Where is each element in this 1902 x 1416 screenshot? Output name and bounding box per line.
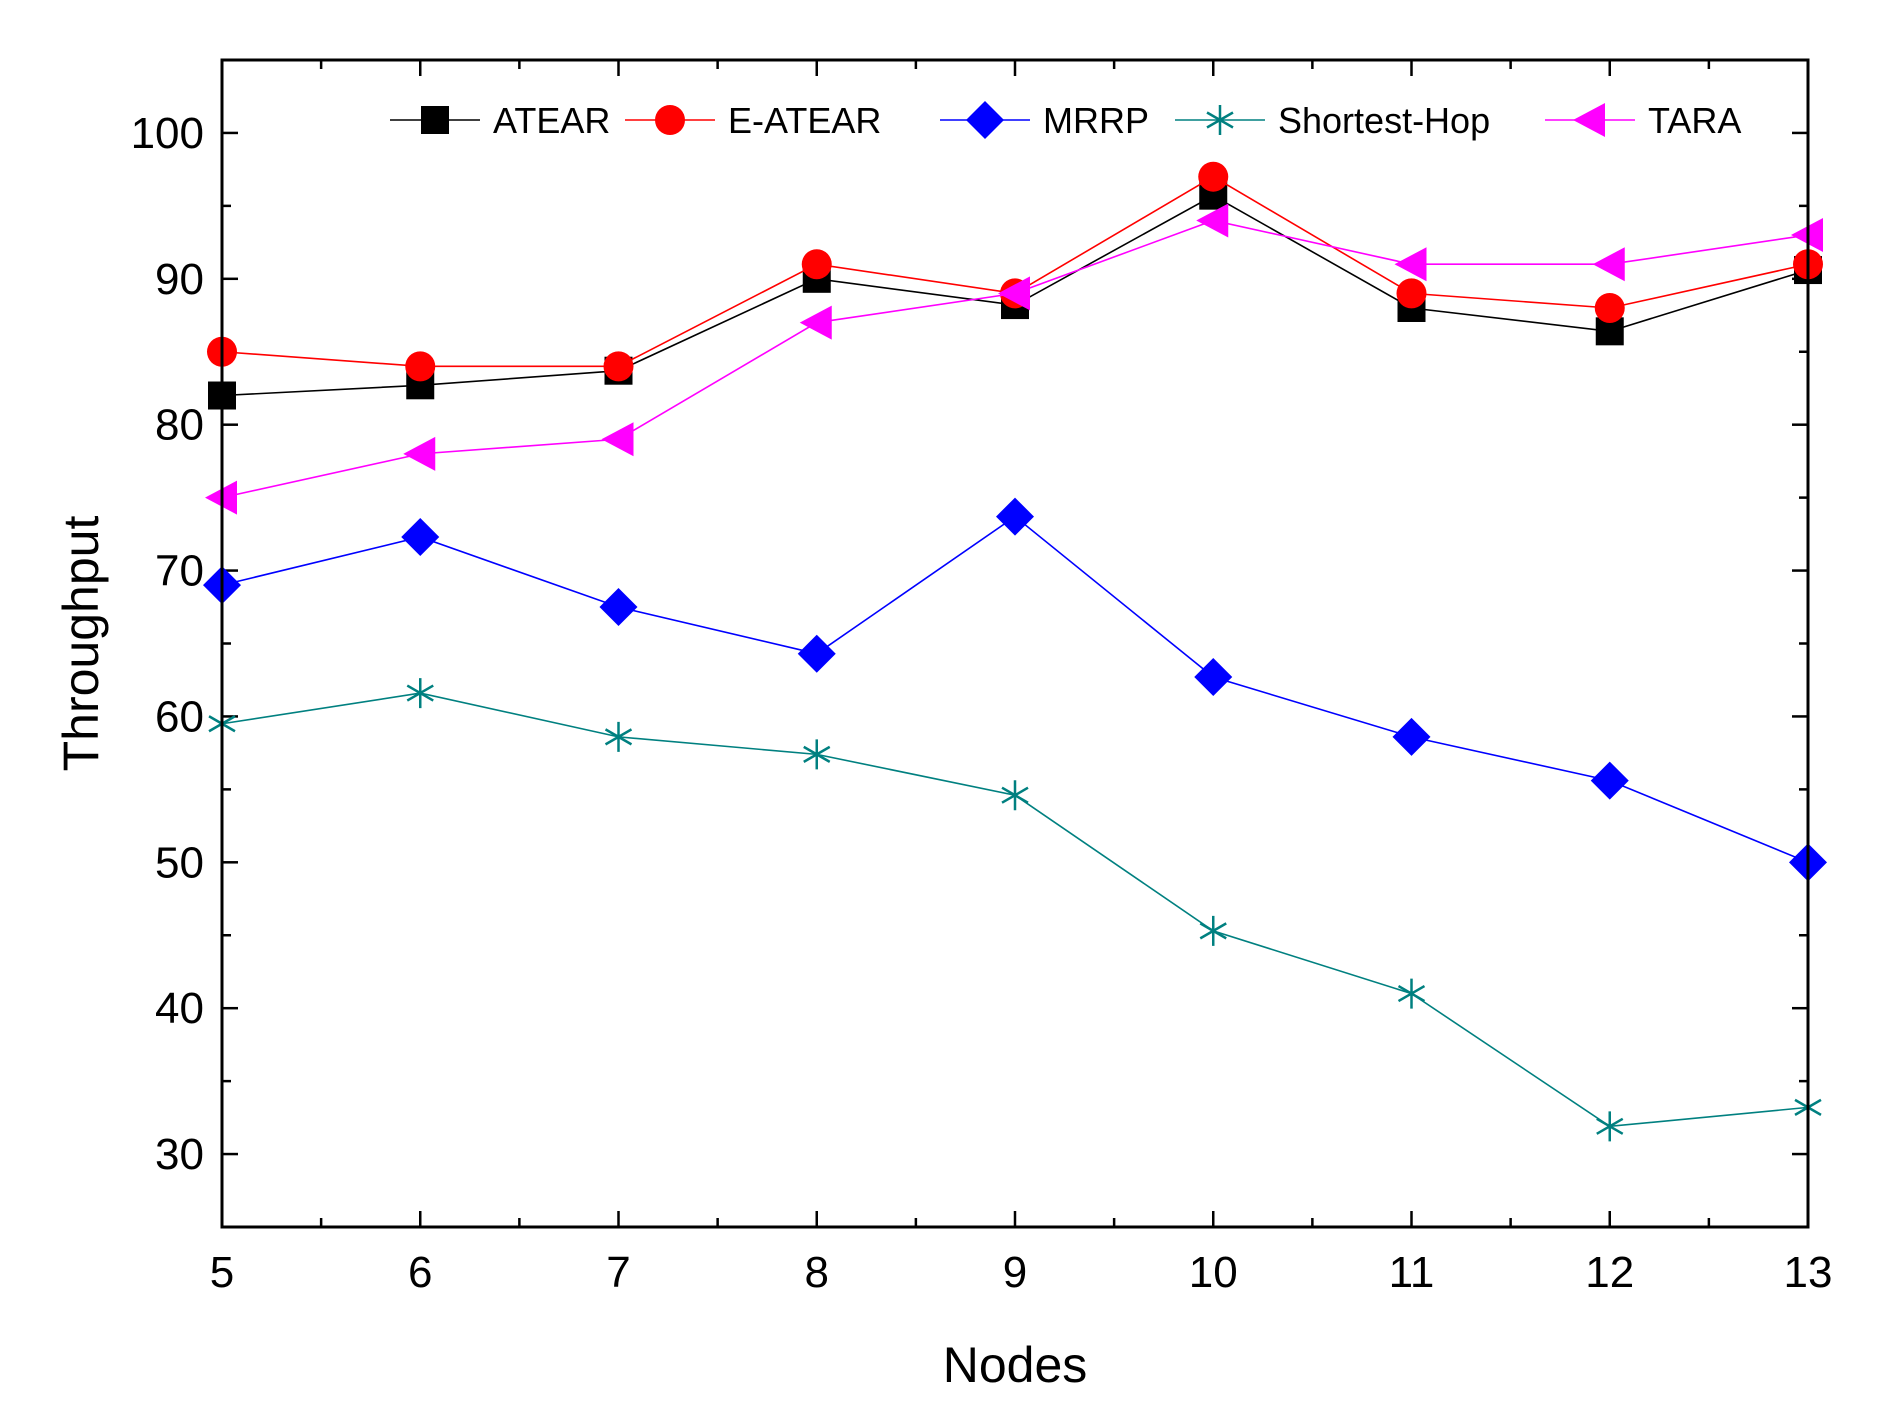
- y-tick-label: 40: [155, 984, 204, 1033]
- y-tick-label: 90: [155, 255, 204, 304]
- x-tick-label: 11: [1389, 1248, 1435, 1297]
- tara-point: [601, 422, 634, 457]
- mrrp-point: [996, 497, 1034, 536]
- y-tick-label: 70: [155, 547, 204, 596]
- shortest-hop-point: [1199, 915, 1227, 946]
- tara-point: [1592, 247, 1625, 282]
- x-tick-label: 13: [1784, 1248, 1833, 1297]
- x-axis-title: Nodes: [943, 1337, 1088, 1393]
- tara-point: [403, 436, 436, 471]
- mrrp-point: [1590, 761, 1629, 800]
- y-tick-label: 30: [155, 1130, 204, 1179]
- series-layer: [203, 161, 1827, 1142]
- mrrp-point: [599, 588, 638, 627]
- shortest-hop-point: [406, 678, 434, 709]
- y-axis-title: Throughput: [53, 516, 109, 772]
- shortest-hop-point: [1397, 978, 1426, 1009]
- legend-item-atear: ATEAR: [390, 100, 610, 141]
- legend-marker: [421, 106, 449, 134]
- e-atear-point: [1396, 278, 1427, 309]
- e-atear-point: [405, 351, 436, 382]
- x-tick-label: 5: [210, 1248, 234, 1297]
- tara-point: [1394, 247, 1427, 282]
- legend-item-shortest-hop: Shortest-Hop: [1175, 100, 1490, 141]
- y-tick-label: 50: [155, 838, 204, 887]
- mrrp-point: [401, 518, 440, 557]
- series-shortest-hop: [208, 678, 1822, 1142]
- legend-item-mrrp: MRRP: [940, 100, 1149, 141]
- legend-marker: [655, 105, 685, 135]
- x-tick-label: 9: [1003, 1248, 1027, 1297]
- tara-point: [799, 305, 832, 340]
- e-atear-point: [603, 351, 634, 382]
- series-mrrp: [203, 497, 1827, 882]
- legend-item-e-atear: E-ATEAR: [625, 100, 881, 141]
- legend-marker: [1206, 105, 1234, 135]
- legend-label: MRRP: [1043, 100, 1149, 141]
- legend-label: ATEAR: [493, 100, 610, 141]
- mrrp-point: [1194, 658, 1233, 697]
- shortest-hop-point: [1001, 780, 1029, 811]
- legend-label: Shortest-Hop: [1278, 100, 1490, 141]
- y-tick-label: 100: [131, 109, 204, 158]
- x-tick-label: 10: [1189, 1248, 1238, 1297]
- legend-item-tara: TARA: [1545, 100, 1741, 141]
- y-tick-label: 60: [155, 692, 204, 741]
- legend-marker: [966, 101, 1004, 139]
- shortest-hop-point: [803, 739, 831, 770]
- e-atear-point: [1594, 292, 1625, 323]
- legend: ATEAR E-ATEAR MRRP Shortest-Hop TARA: [390, 100, 1741, 141]
- e-atear-point: [801, 249, 832, 280]
- shortest-hop-point: [1596, 1111, 1624, 1142]
- tara-point: [1196, 203, 1229, 238]
- tick-labels: 5 6 7 8 9 10 11 12 13 30 40 50 60 70 80 90 100: [131, 109, 1833, 1297]
- mrrp-point: [1392, 717, 1431, 756]
- legend-label: TARA: [1648, 100, 1741, 141]
- x-tick-label: 6: [408, 1248, 432, 1297]
- x-tick-label: 7: [606, 1248, 630, 1297]
- legend-marker: [1573, 103, 1605, 137]
- e-atear-point: [1198, 161, 1229, 192]
- plot-frame: [220, 58, 1810, 1229]
- x-tick-label: 12: [1585, 1248, 1634, 1297]
- y-tick-label: 80: [155, 401, 204, 450]
- legend-label: E-ATEAR: [728, 100, 881, 141]
- shortest-hop-point: [604, 721, 633, 752]
- x-tick-label: 8: [805, 1248, 829, 1297]
- tara-point: [998, 276, 1030, 311]
- mrrp-point: [797, 634, 836, 673]
